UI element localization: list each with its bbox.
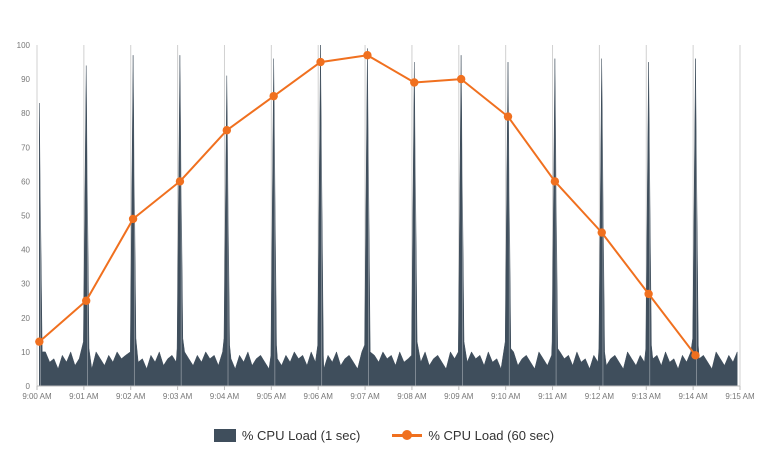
x-tick-label: 9:14 AM	[678, 392, 708, 401]
y-tick-label: 50	[21, 212, 30, 221]
x-tick-label: 9:15 AM	[725, 392, 755, 401]
y-tick-label: 0	[26, 382, 31, 391]
legend: % CPU Load (1 sec) % CPU Load (60 sec)	[0, 424, 768, 446]
cpu-load-60sec-point	[550, 177, 560, 186]
y-tick-label: 20	[21, 314, 30, 323]
legend-area-swatch	[213, 428, 236, 442]
cpu-load-60sec-point	[456, 74, 466, 84]
x-tick-label: 9:10 AM	[491, 392, 521, 401]
x-tick-label: 9:06 AM	[304, 392, 334, 401]
y-tick-label: 60	[21, 177, 30, 186]
cpu-load-60sec-point	[82, 296, 91, 305]
y-tick-label: 40	[21, 246, 30, 255]
cpu-load-60sec-point	[128, 214, 138, 224]
cpu-load-60sec-point	[363, 51, 372, 60]
cpu-load-60sec-point	[691, 351, 700, 360]
x-tick-label: 9:11 AM	[538, 392, 567, 401]
legend-item-60sec[interactable]: % CPU Load (60 sec)	[392, 428, 554, 443]
cpu-load-60sec-point	[35, 337, 44, 346]
cpu-load-60sec-point	[175, 177, 185, 186]
x-tick-label: 9:03 AM	[163, 392, 193, 401]
cpu-load-60sec-point	[503, 112, 513, 121]
cpu-load-60sec-point	[316, 57, 325, 67]
x-tick-label: 9:05 AM	[257, 392, 287, 401]
legend-item-1sec[interactable]: % CPU Load (1 sec)	[213, 427, 361, 443]
x-tick-label: 9:08 AM	[397, 392, 427, 401]
cpu-load-60sec-point	[597, 228, 606, 237]
y-tick-label: 100	[17, 41, 31, 50]
x-tick-label: 9:02 AM	[116, 392, 146, 401]
cpu-load-60sec-point	[222, 126, 232, 135]
x-tick-label: 9:13 AM	[632, 392, 662, 401]
y-tick-label: 90	[21, 75, 30, 84]
y-tick-label: 10	[21, 348, 30, 357]
y-tick-label: 70	[21, 143, 30, 152]
y-axis: 0 10 20 30 40 50 60 70 80 90 100	[17, 41, 31, 391]
x-tick-label: 9:12 AM	[585, 392, 615, 401]
x-tick-label: 9:04 AM	[210, 392, 240, 401]
legend-label-1sec: % CPU Load (1 sec)	[241, 427, 361, 443]
cpu-load-60sec-point	[410, 78, 419, 87]
legend-label-60sec: % CPU Load (60 sec)	[428, 427, 555, 443]
cpu-load-60sec-point	[269, 91, 278, 101]
x-axis: 9:00 AM 9:01 AM 9:02 AM 9:03 AM 9:04 AM 9:05 …	[22, 385, 755, 401]
spike-lines	[40, 45, 697, 386]
x-tick-label: 9:09 AM	[444, 392, 474, 401]
vertical-gridlines	[36, 45, 741, 386]
cpu-load-60sec-series	[35, 51, 700, 360]
y-tick-label: 30	[21, 280, 30, 289]
legend-line-swatch	[392, 428, 423, 442]
x-tick-label: 9:00 AM	[22, 392, 52, 401]
x-tick-label: 9:07 AM	[350, 392, 380, 401]
y-tick-label: 80	[21, 109, 30, 118]
cpu-load-60sec-point	[644, 289, 653, 299]
x-tick-label: 9:01 AM	[69, 392, 99, 401]
cpu-load-1sec-series	[39, 44, 738, 387]
cpu-load-1sec-area	[39, 44, 738, 387]
